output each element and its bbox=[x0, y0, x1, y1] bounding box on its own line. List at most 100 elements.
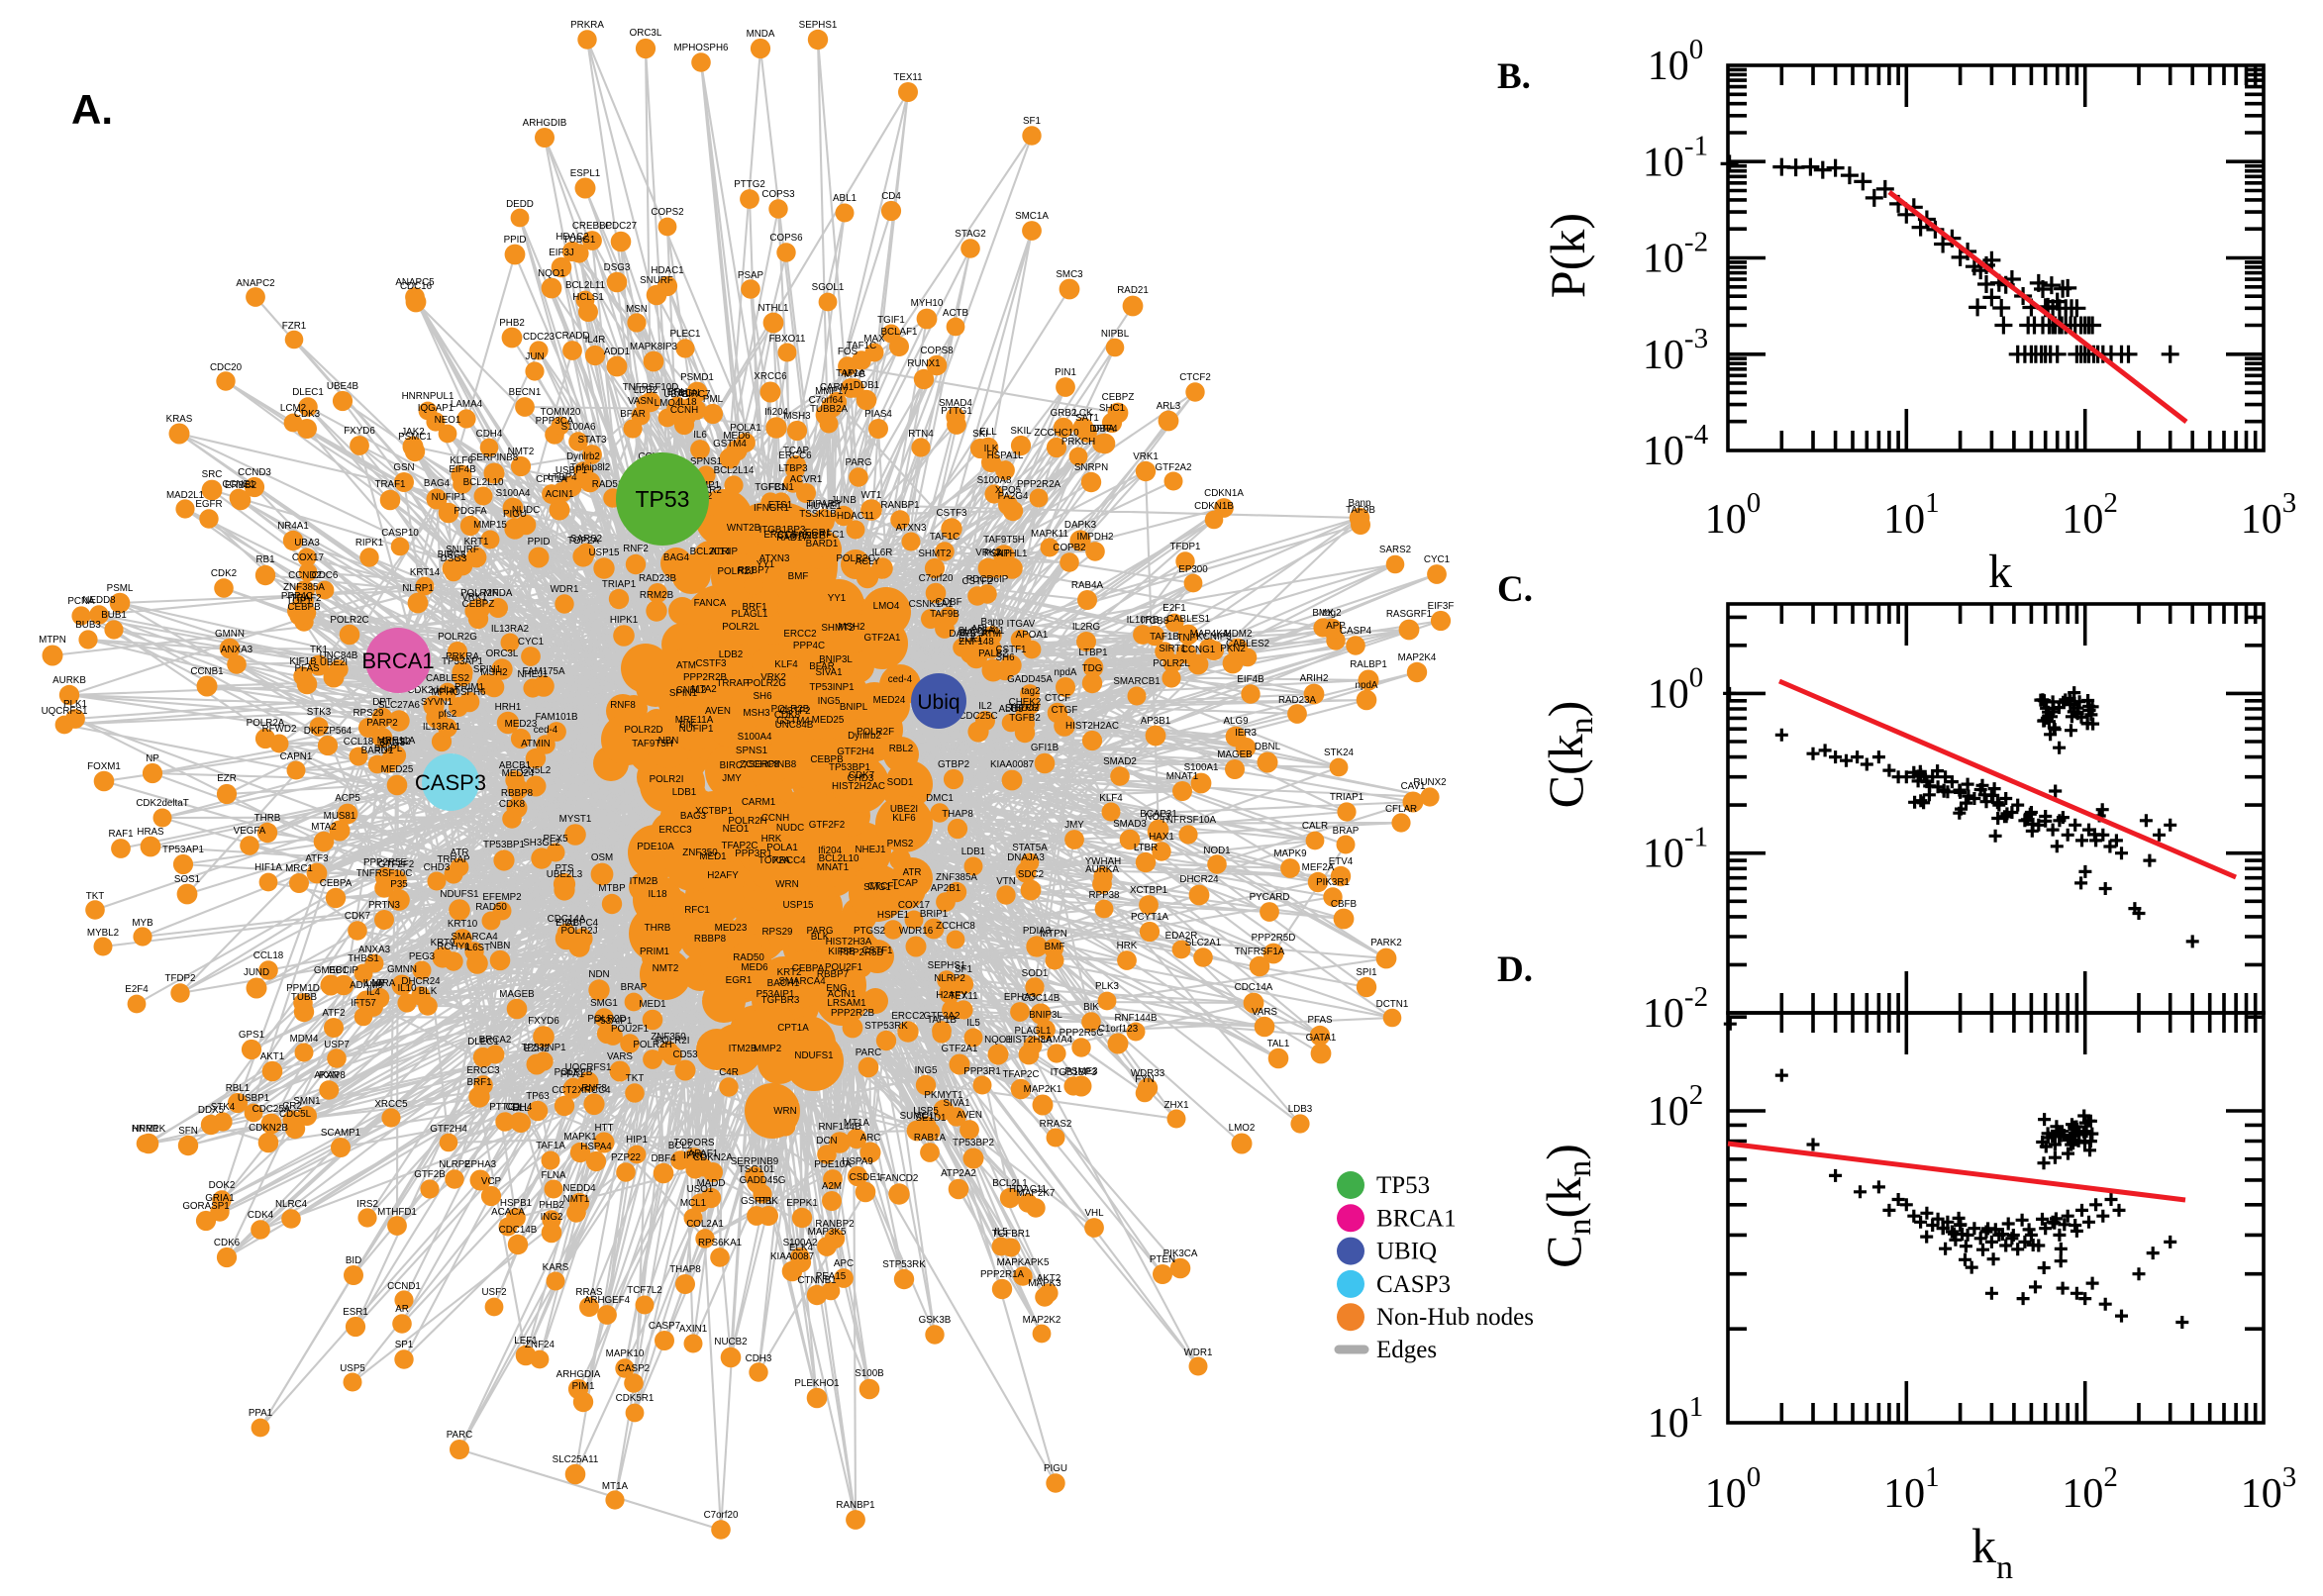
svg-text:H2AFY: H2AFY bbox=[707, 870, 739, 881]
svg-text:CDH4: CDH4 bbox=[476, 429, 503, 440]
svg-text:CCNH: CCNH bbox=[670, 405, 698, 416]
svg-text:PLEC1: PLEC1 bbox=[669, 329, 700, 340]
svg-text:ATXN3: ATXN3 bbox=[896, 523, 927, 534]
svg-text:BRAP: BRAP bbox=[1333, 826, 1360, 837]
svg-text:LMO4: LMO4 bbox=[873, 601, 900, 612]
svg-text:SHC1: SHC1 bbox=[1099, 403, 1125, 414]
svg-text:GRIA1: GRIA1 bbox=[205, 1193, 234, 1204]
svg-text:CEBPA: CEBPA bbox=[792, 963, 825, 974]
svg-text:CDC20: CDC20 bbox=[210, 362, 243, 373]
svg-text:PML: PML bbox=[703, 394, 724, 405]
svg-text:RNF8: RNF8 bbox=[581, 1083, 607, 1094]
svg-text:ITM2B: ITM2B bbox=[630, 876, 658, 887]
svg-text:SMAD3: SMAD3 bbox=[1113, 819, 1147, 830]
svg-text:AXIN1: AXIN1 bbox=[679, 1324, 707, 1335]
svg-text:CEBPZ: CEBPZ bbox=[462, 599, 495, 610]
svg-text:MDM2: MDM2 bbox=[1224, 629, 1253, 640]
svg-text:CREBBP: CREBBP bbox=[572, 221, 613, 232]
svg-text:NLRC4: NLRC4 bbox=[275, 1199, 308, 1210]
svg-text:SERPINB8: SERPINB8 bbox=[749, 759, 797, 770]
svg-text:UBA1: UBA1 bbox=[663, 389, 689, 400]
svg-text:BGN: BGN bbox=[678, 388, 699, 399]
svg-text:SPIN1: SPIN1 bbox=[473, 664, 501, 675]
svg-text:RFC1: RFC1 bbox=[684, 905, 710, 916]
svg-text:GTF2F2: GTF2F2 bbox=[378, 859, 414, 870]
svg-text:CCNH: CCNH bbox=[761, 813, 789, 824]
svg-text:P(k): P(k) bbox=[1540, 213, 1595, 298]
svg-text:SIRT1: SIRT1 bbox=[1159, 644, 1186, 654]
svg-text:CDKN1A: CDKN1A bbox=[1204, 488, 1244, 499]
svg-text:ANAPC5: ANAPC5 bbox=[395, 277, 435, 288]
svg-text:TNF: TNF bbox=[1176, 633, 1195, 644]
svg-text:HIST2H3A: HIST2H3A bbox=[1006, 1035, 1053, 1046]
svg-text:PPP2R2B: PPP2R2B bbox=[683, 672, 728, 683]
svg-text:HRAS: HRAS bbox=[137, 827, 164, 838]
svg-text:STK4: STK4 bbox=[211, 1102, 236, 1113]
svg-text:EDA2R: EDA2R bbox=[1165, 931, 1198, 942]
svg-text:POLR2A: POLR2A bbox=[247, 718, 285, 729]
svg-text:KIF1B: KIF1B bbox=[289, 656, 317, 667]
svg-text:PARG: PARG bbox=[845, 457, 871, 468]
svg-text:MNAT1: MNAT1 bbox=[817, 862, 849, 873]
svg-text:NTHL1: NTHL1 bbox=[996, 549, 1027, 559]
svg-text:EGR1: EGR1 bbox=[805, 528, 832, 539]
svg-text:SH6: SH6 bbox=[753, 691, 772, 702]
svg-text:Non-Hub nodes: Non-Hub nodes bbox=[1376, 1304, 1534, 1331]
svg-text:GSTM4: GSTM4 bbox=[776, 716, 810, 727]
svg-text:MYST1: MYST1 bbox=[559, 814, 592, 825]
svg-text:MUS81: MUS81 bbox=[324, 811, 356, 822]
svg-text:LRSAM1: LRSAM1 bbox=[827, 998, 865, 1009]
svg-text:PLK3: PLK3 bbox=[1095, 981, 1120, 992]
svg-text:KRAS: KRAS bbox=[166, 414, 193, 425]
svg-text:BAP1: BAP1 bbox=[960, 628, 984, 639]
svg-text:EPHA3: EPHA3 bbox=[1004, 992, 1037, 1003]
svg-text:HNRNPUL1: HNRNPUL1 bbox=[402, 391, 454, 402]
svg-text:ATF3: ATF3 bbox=[305, 853, 329, 864]
svg-text:USBP1: USBP1 bbox=[238, 1093, 269, 1104]
svg-text:APOA1: APOA1 bbox=[1016, 630, 1049, 641]
svg-text:k: k bbox=[1988, 546, 2012, 598]
svg-text:PSMC1: PSMC1 bbox=[398, 432, 432, 443]
svg-text:BARD1: BARD1 bbox=[806, 539, 839, 549]
svg-text:BCL2L14: BCL2L14 bbox=[714, 465, 755, 476]
svg-text:MSH3: MSH3 bbox=[743, 708, 770, 719]
svg-text:POLR2B: POLR2B bbox=[555, 1067, 593, 1078]
svg-text:PRKRA: PRKRA bbox=[570, 20, 604, 31]
svg-text:A.: A. bbox=[71, 86, 113, 133]
svg-text:POLR2G: POLR2G bbox=[438, 632, 477, 643]
svg-text:BFAR: BFAR bbox=[809, 661, 835, 672]
svg-text:C7orf64: C7orf64 bbox=[809, 395, 844, 406]
svg-text:TCAP: TCAP bbox=[892, 878, 919, 889]
svg-text:GSK3B: GSK3B bbox=[919, 1315, 952, 1326]
svg-text:RAD50: RAD50 bbox=[475, 902, 507, 913]
svg-text:YY1: YY1 bbox=[757, 559, 775, 570]
svg-text:BUB1: BUB1 bbox=[101, 610, 127, 621]
svg-text:MAP2K7: MAP2K7 bbox=[1017, 1188, 1056, 1199]
svg-text:DEDD: DEDD bbox=[506, 199, 534, 210]
svg-text:GSN: GSN bbox=[393, 462, 414, 473]
svg-text:MYC: MYC bbox=[844, 369, 865, 380]
svg-text:COPS2: COPS2 bbox=[651, 207, 683, 218]
svg-text:RPP38: RPP38 bbox=[1088, 890, 1120, 901]
svg-text:ARHGDIA: ARHGDIA bbox=[556, 1369, 601, 1380]
svg-text:HRK: HRK bbox=[761, 834, 782, 845]
svg-text:USO1: USO1 bbox=[687, 1184, 714, 1195]
svg-text:IFNGR1: IFNGR1 bbox=[754, 503, 789, 514]
svg-text:NLRP2: NLRP2 bbox=[439, 1159, 470, 1170]
svg-text:P35: P35 bbox=[390, 879, 408, 890]
svg-text:SMN1: SMN1 bbox=[293, 1096, 320, 1107]
svg-text:AURKB: AURKB bbox=[52, 675, 86, 686]
svg-text:TSSK1B: TSSK1B bbox=[799, 509, 837, 520]
svg-text:GATA1: GATA1 bbox=[1306, 1033, 1337, 1044]
svg-text:ITGB1BP3: ITGB1BP3 bbox=[1051, 1067, 1097, 1078]
svg-text:CSTF2: CSTF2 bbox=[961, 576, 992, 587]
svg-text:RBL1: RBL1 bbox=[226, 1083, 251, 1094]
svg-text:MAP2K2: MAP2K2 bbox=[1023, 1315, 1061, 1326]
svg-text:ZNF350: ZNF350 bbox=[682, 848, 718, 858]
svg-text:CD4: CD4 bbox=[881, 191, 901, 202]
svg-text:SP1: SP1 bbox=[395, 1340, 414, 1350]
svg-text:TAF1A: TAF1A bbox=[836, 368, 865, 379]
svg-text:Dynlrb2: Dynlrb2 bbox=[848, 731, 881, 742]
svg-text:ARHGEF4: ARHGEF4 bbox=[584, 1295, 631, 1306]
svg-text:CN5L2: CN5L2 bbox=[521, 765, 552, 776]
